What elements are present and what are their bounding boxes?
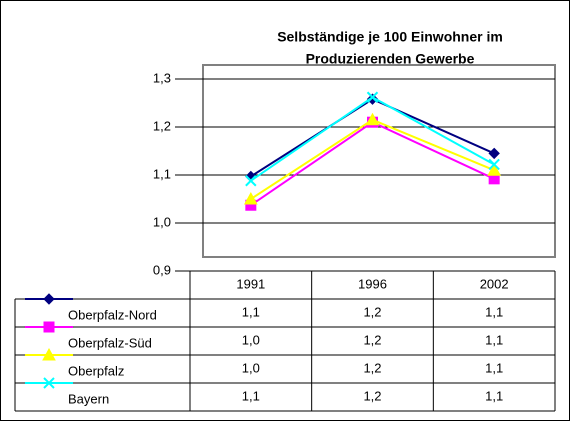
marker <box>487 163 502 176</box>
marker <box>365 112 380 126</box>
marker <box>366 93 379 105</box>
x-tick-label: 1996 <box>358 276 387 291</box>
marker <box>245 175 257 187</box>
legend-key-marker <box>43 321 55 333</box>
table-value: 1,1 <box>485 388 503 403</box>
legend-label: Oberpfalz <box>68 363 124 378</box>
table-value: 1,1 <box>485 360 503 375</box>
legend-key-marker <box>43 377 55 389</box>
y-tick-label: 1,3 <box>153 70 171 85</box>
table-value: 1,2 <box>363 304 381 319</box>
legend-label: Bayern <box>68 391 109 406</box>
table-value: 1,1 <box>485 332 503 347</box>
legend-key-marker <box>43 293 55 305</box>
legend-key-marker <box>42 347 56 361</box>
marker <box>488 158 500 171</box>
plot-frame <box>202 64 556 258</box>
x-tick-label: 2002 <box>480 276 509 291</box>
table-value: 1,1 <box>242 304 260 319</box>
table-value: 1,2 <box>363 332 381 347</box>
marker <box>488 147 500 160</box>
table-value: 1,0 <box>242 360 260 375</box>
table-value: 1,1 <box>242 388 260 403</box>
table-value: 1,2 <box>363 360 381 375</box>
legend-label: Oberpfalz-Süd <box>68 335 152 350</box>
table-value: 1,2 <box>363 388 381 403</box>
y-tick-label: 1,0 <box>153 214 171 229</box>
table-value: 1,1 <box>485 304 503 319</box>
x-tick-label: 1991 <box>236 276 265 291</box>
marker <box>243 191 258 205</box>
chart-title: Produzierenden Gewerbe <box>306 51 475 67</box>
y-tick-label: 0,9 <box>153 262 171 277</box>
legend-label: Oberpfalz-Nord <box>68 307 157 322</box>
chart-title: Selbständige je 100 Einwohner im <box>277 29 503 45</box>
marker <box>366 91 379 103</box>
table-value: 1,0 <box>242 332 260 347</box>
y-tick-label: 1,2 <box>153 118 171 133</box>
y-tick-label: 1,1 <box>153 166 171 181</box>
